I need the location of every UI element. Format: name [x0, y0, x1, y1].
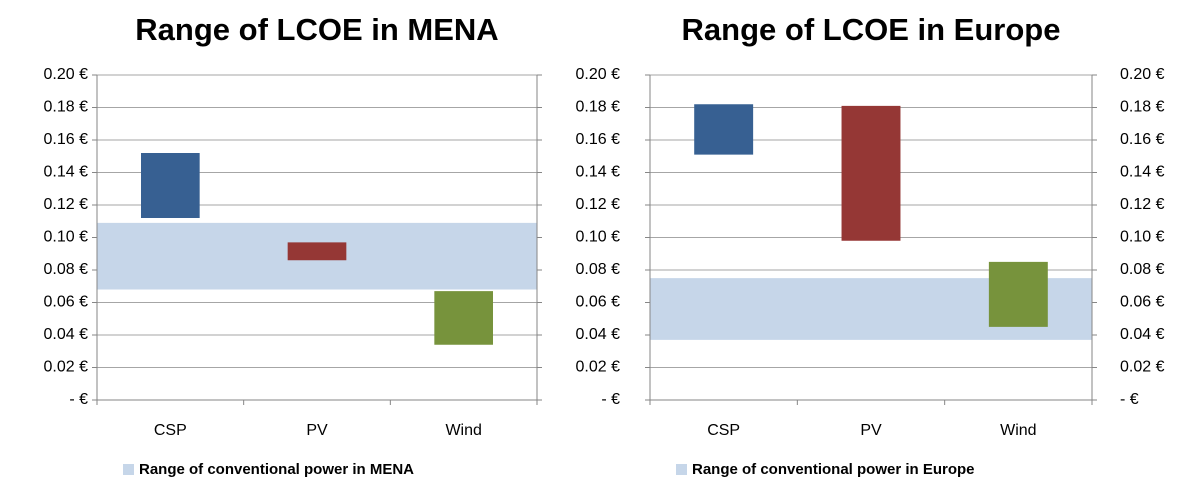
x-tick-label: PV — [860, 422, 882, 439]
chart-title: Range of LCOE in MENA — [135, 12, 498, 47]
x-tick-label: PV — [306, 422, 328, 439]
range-bar — [434, 291, 493, 345]
y-tick-label: 0.18 € — [44, 99, 89, 116]
y2-tick-label: 0.14 € — [1120, 164, 1165, 181]
y-tick-label: 0.20 € — [44, 66, 89, 83]
x-tick-label: Wind — [445, 422, 481, 439]
y-tick-label: 0.02 € — [576, 359, 621, 376]
y2-tick-label: 0.16 € — [1120, 131, 1165, 148]
y-tick-label: - € — [601, 391, 620, 408]
y-tick-label: 0.18 € — [576, 99, 621, 116]
y2-tick-label: 0.08 € — [1120, 261, 1165, 278]
y-tick-label: 0.16 € — [44, 131, 89, 148]
x-tick-label: CSP — [154, 422, 187, 439]
chart-title: Range of LCOE in Europe — [682, 12, 1061, 47]
y-tick-label: 0.20 € — [576, 66, 621, 83]
range-bar — [287, 242, 347, 261]
y2-tick-label: - € — [1120, 391, 1139, 408]
legend-swatch — [676, 464, 687, 475]
range-bar — [694, 104, 754, 155]
legend-swatch — [123, 464, 134, 475]
y-tick-label: 0.12 € — [576, 196, 621, 213]
x-tick-label: Wind — [1000, 422, 1036, 439]
y-tick-label: 0.08 € — [44, 261, 89, 278]
y2-tick-label: 0.10 € — [1120, 229, 1165, 246]
range-bar — [141, 153, 200, 218]
y-tick-label: 0.04 € — [576, 326, 621, 343]
legend-label: Range of conventional power in Europe — [692, 461, 975, 478]
y2-tick-label: 0.12 € — [1120, 196, 1165, 213]
range-bar — [988, 261, 1048, 327]
y-tick-label: 0.14 € — [44, 164, 89, 181]
y-tick-label: 0.16 € — [576, 131, 621, 148]
y-tick-label: 0.10 € — [576, 229, 621, 246]
y-tick-label: 0.06 € — [44, 294, 89, 311]
y2-tick-label: 0.02 € — [1120, 359, 1165, 376]
y2-tick-label: 0.06 € — [1120, 294, 1165, 311]
y2-tick-label: 0.04 € — [1120, 326, 1165, 343]
y-tick-label: 0.10 € — [44, 229, 89, 246]
y2-tick-label: 0.20 € — [1120, 66, 1165, 83]
y-tick-label: 0.08 € — [576, 261, 621, 278]
y2-tick-label: 0.18 € — [1120, 99, 1165, 116]
y-tick-label: 0.06 € — [576, 294, 621, 311]
y-tick-label: - € — [69, 391, 88, 408]
y-tick-label: 0.02 € — [44, 359, 89, 376]
y-tick-label: 0.04 € — [44, 326, 89, 343]
y-tick-label: 0.14 € — [576, 164, 621, 181]
range-bar — [841, 105, 901, 241]
x-tick-label: CSP — [707, 422, 740, 439]
legend-label: Range of conventional power in MENA — [139, 461, 414, 478]
y-tick-label: 0.12 € — [44, 196, 89, 213]
